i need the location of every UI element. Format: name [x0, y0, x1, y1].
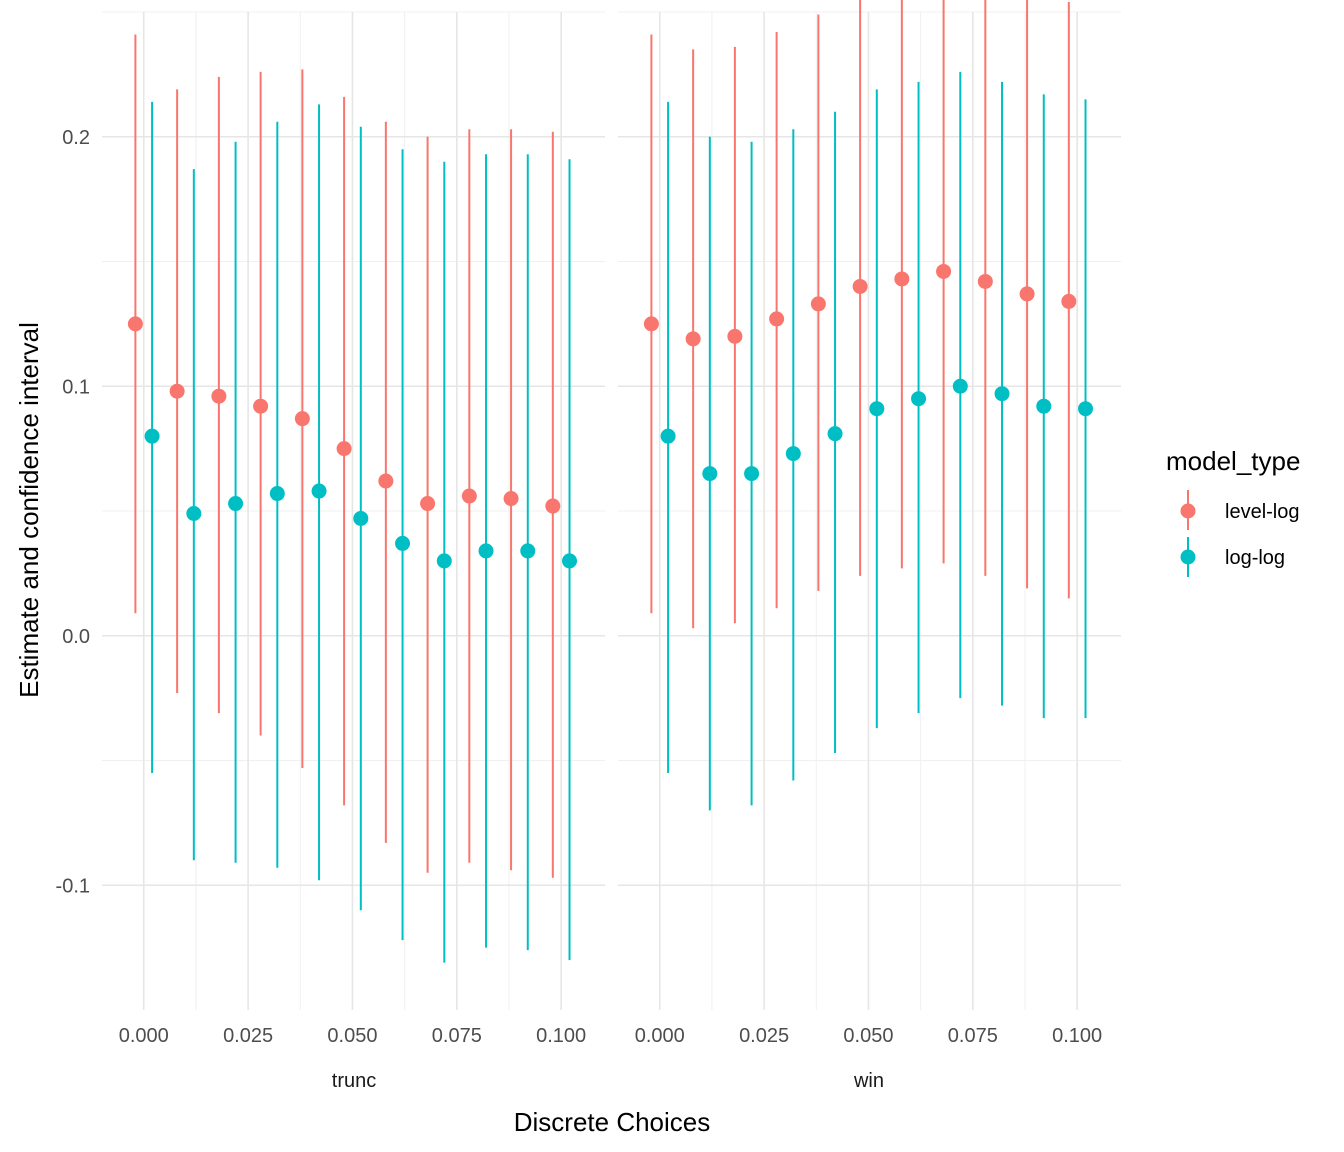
x-tick-label-win-1: 0.025 — [739, 1025, 789, 1047]
estimate-point-trunc-level-log-10 — [545, 498, 561, 514]
estimate-point-win-log-log-0 — [660, 428, 676, 444]
y-tick-label-3: 0.2 — [62, 127, 90, 149]
y-tick-label-0: -0.1 — [56, 875, 90, 897]
estimate-point-win-level-log-6 — [894, 271, 910, 287]
legend-key-level-log-point — [1180, 503, 1196, 519]
legend: model_type level-log log-log — [1166, 446, 1300, 577]
estimate-point-win-level-log-7 — [936, 263, 952, 279]
estimate-point-trunc-log-log-2 — [228, 496, 244, 512]
legend-label-level-log: level-log — [1225, 501, 1299, 523]
estimate-point-trunc-log-log-6 — [395, 535, 411, 551]
facet-strip-label-win: win — [853, 1070, 884, 1092]
x-tick-label-trunc-1: 0.025 — [223, 1025, 273, 1047]
estimate-point-trunc-log-log-9 — [520, 543, 536, 559]
estimate-point-trunc-log-log-0 — [144, 428, 160, 444]
estimate-point-win-log-log-1 — [702, 466, 718, 482]
estimate-point-win-log-log-3 — [785, 446, 801, 462]
estimate-point-win-level-log-9 — [1019, 286, 1035, 302]
estimate-point-trunc-level-log-1 — [169, 383, 185, 399]
estimate-point-win-level-log-4 — [810, 296, 826, 312]
legend-key-level-log — [1180, 490, 1196, 530]
x-tick-label-trunc-3: 0.075 — [432, 1025, 482, 1047]
estimate-point-win-level-log-5 — [852, 278, 868, 294]
x-tick-label-win-2: 0.050 — [843, 1025, 893, 1047]
estimate-point-trunc-level-log-2 — [211, 388, 227, 404]
estimate-point-win-log-log-7 — [952, 378, 968, 394]
legend-title: model_type — [1166, 446, 1300, 476]
x-tick-label-trunc-4: 0.100 — [536, 1025, 586, 1047]
y-axis-title: Estimate and confidence interval — [14, 322, 44, 698]
estimate-point-win-log-log-10 — [1078, 401, 1094, 417]
estimate-point-trunc-level-log-9 — [503, 491, 519, 507]
mark-layer — [127, 0, 1094, 963]
legend-label-log-log: log-log — [1225, 547, 1285, 569]
estimate-point-win-log-log-2 — [744, 466, 760, 482]
estimate-point-win-log-log-8 — [994, 386, 1010, 402]
estimate-point-trunc-log-log-1 — [186, 505, 202, 521]
estimate-point-win-level-log-10 — [1061, 293, 1077, 309]
estimate-point-trunc-level-log-5 — [336, 441, 352, 457]
estimate-point-win-log-log-6 — [911, 391, 927, 407]
estimate-point-win-log-log-4 — [827, 426, 843, 442]
estimate-point-win-level-log-0 — [643, 316, 659, 332]
legend-key-log-log — [1180, 537, 1196, 577]
estimate-point-win-level-log-1 — [685, 331, 701, 347]
x-tick-label-win-4: 0.100 — [1052, 1025, 1102, 1047]
x-tick-label-trunc-0: 0.000 — [119, 1025, 169, 1047]
axis-layer: 0.000 0.025 0.050 0.075 0.100 0.000 0.025 0.050… — [56, 127, 1103, 1047]
grid-layer — [102, 11, 1121, 1010]
x-tick-label-win-0: 0.000 — [635, 1025, 685, 1047]
estimate-point-trunc-level-log-8 — [461, 488, 477, 504]
x-axis-title: Discrete Choices — [514, 1107, 711, 1137]
facet-strip-label-trunc: trunc — [332, 1070, 376, 1092]
estimate-point-trunc-log-log-10 — [562, 553, 578, 569]
estimate-point-trunc-log-log-5 — [353, 510, 369, 526]
estimate-point-trunc-log-log-8 — [478, 543, 494, 559]
x-tick-label-trunc-2: 0.050 — [327, 1025, 377, 1047]
estimate-point-trunc-log-log-4 — [311, 483, 327, 499]
estimate-point-trunc-level-log-4 — [294, 411, 310, 427]
estimate-point-trunc-log-log-7 — [436, 553, 452, 569]
estimate-point-win-level-log-2 — [727, 328, 743, 344]
estimate-point-win-level-log-3 — [769, 311, 785, 327]
y-tick-label-2: 0.1 — [62, 376, 90, 398]
estimate-point-trunc-level-log-3 — [253, 398, 269, 414]
estimate-point-win-log-log-9 — [1036, 398, 1052, 414]
estimate-point-trunc-level-log-0 — [127, 316, 143, 332]
estimate-point-trunc-level-log-6 — [378, 473, 394, 489]
legend-key-log-log-point — [1180, 549, 1196, 565]
estimate-point-trunc-log-log-3 — [269, 486, 285, 502]
x-tick-label-win-3: 0.075 — [948, 1025, 998, 1047]
estimate-point-trunc-level-log-7 — [420, 496, 436, 512]
y-tick-label-1: 0.0 — [62, 626, 90, 648]
estimate-point-win-level-log-8 — [977, 273, 993, 289]
estimate-point-win-log-log-5 — [869, 401, 885, 417]
